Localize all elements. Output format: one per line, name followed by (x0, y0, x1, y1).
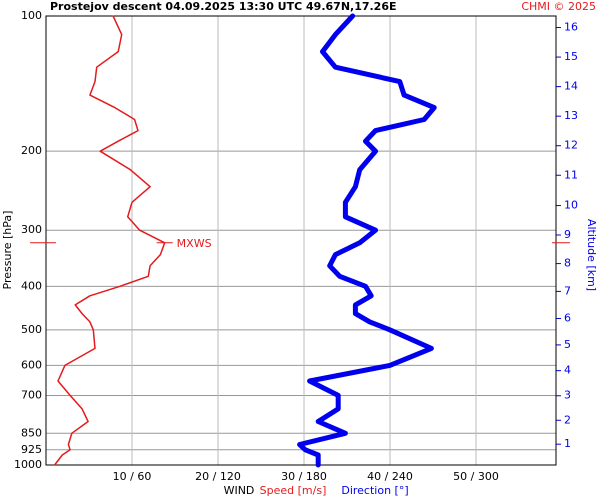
mxws-label: MXWS (177, 237, 212, 250)
plot-frame (45, 15, 557, 466)
y2-tick-label: 6 (564, 312, 571, 325)
y2-tick-label: 4 (564, 364, 571, 377)
x-tick-label: 10 / 60 (113, 470, 152, 483)
y-tick-label: 300 (21, 223, 42, 236)
legend-direction: Direction [°] (341, 484, 408, 497)
y-tick-label: 500 (21, 323, 42, 336)
y2-tick-label: 8 (564, 257, 571, 270)
y2-tick-label: 12 (564, 139, 578, 152)
y2-tick-label: 11 (564, 168, 578, 181)
y2-tick-label: 10 (564, 199, 578, 212)
y-tick-label: 400 (21, 279, 42, 292)
y-tick-label: 1000 (14, 458, 42, 471)
y2-tick-label: 14 (564, 80, 578, 93)
y2-tick-label: 2 (564, 413, 571, 426)
y2-tick-label: 1 (564, 437, 571, 450)
speed-line (53, 15, 166, 466)
x-tick-label: 20 / 120 (195, 470, 241, 483)
y-tick-label: 100 (21, 9, 42, 22)
y2-tick-label: 3 (564, 389, 571, 402)
credit: CHMI © 2025 (521, 0, 596, 13)
x-tick-label: 30 / 180 (281, 470, 327, 483)
y2-tick-label: 9 (564, 228, 571, 241)
y-axis-label: Pressure [hPa] (1, 211, 14, 290)
y-tick-label: 700 (21, 388, 42, 401)
y-tick-label: 600 (21, 358, 42, 371)
chart-title: Prostejov descent 04.09.2025 13:30 UTC 4… (50, 0, 397, 13)
y-tick-label: 200 (21, 144, 42, 157)
y-tick-label: 925 (21, 443, 42, 456)
y-tick-label: 850 (21, 426, 42, 439)
y2-tick-label: 16 (564, 21, 578, 34)
legend-speed: Speed [m/s] (260, 484, 327, 497)
y2-axis-label: Altitude [km] (585, 219, 598, 291)
x-tick-label: 40 / 240 (367, 470, 413, 483)
y2-tick-label: 7 (564, 284, 571, 297)
y2-tick-label: 13 (564, 109, 578, 122)
x-tick-label: 50 / 300 (453, 470, 499, 483)
direction-line (297, 13, 437, 468)
y2-tick-label: 15 (564, 50, 578, 63)
y2-tick-label: 5 (564, 338, 571, 351)
x-axis-label: WIND (224, 484, 255, 497)
